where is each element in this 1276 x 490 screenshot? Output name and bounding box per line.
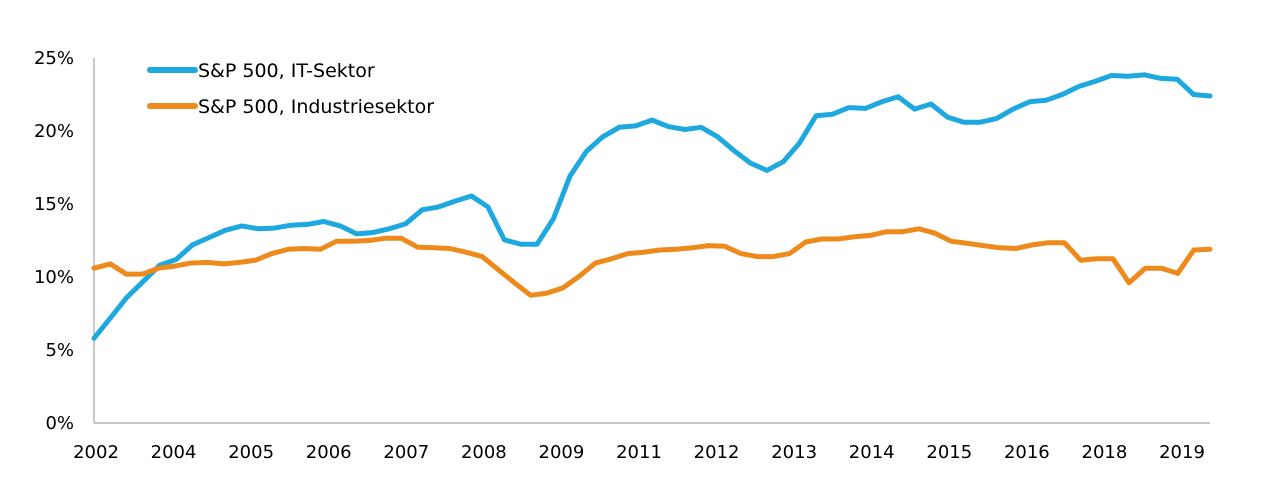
y-tick-label: 20% [34, 121, 74, 142]
legend-label-1: S&P 500, Industriesektor [198, 96, 434, 118]
x-tick-label: 2008 [461, 442, 507, 463]
x-tick-label: 2002 [73, 442, 119, 463]
x-tick-label: 2015 [926, 442, 972, 463]
series-line-1 [91, 226, 1213, 298]
x-tick-label: 2006 [306, 442, 352, 463]
legend-label-0: S&P 500, IT-Sektor [198, 60, 375, 82]
x-tick-label: 2014 [849, 442, 895, 463]
y-tick-label: 0% [45, 413, 74, 434]
x-tick-label: 2019 [1159, 442, 1205, 463]
axes [93, 58, 1210, 424]
series-line-0 [91, 72, 1213, 341]
series-lines [91, 72, 1213, 341]
x-tick-label: 2007 [383, 442, 429, 463]
y-tick-label: 5% [45, 340, 74, 361]
x-tick-label: 2004 [151, 442, 197, 463]
x-tick-label: 2011 [616, 442, 662, 463]
legend: S&P 500, IT-Sektor S&P 500, Industriesekt… [147, 60, 434, 118]
y-tick-label: 10% [34, 267, 74, 288]
x-tick-label: 2018 [1082, 442, 1128, 463]
x-tick-label: 2013 [771, 442, 817, 463]
y-axis-ticks: 0% 5% 10% 15% 20% 25% [34, 48, 74, 434]
x-tick-label: 2012 [694, 442, 740, 463]
x-tick-label: 2009 [539, 442, 585, 463]
y-tick-label: 25% [34, 48, 74, 69]
x-tick-label: 2016 [1004, 442, 1050, 463]
x-axis-ticks: 2002 2004 2005 2006 2007 2008 2009 2011 2012 2013… [73, 442, 1205, 463]
y-tick-label: 15% [34, 194, 74, 215]
x-tick-label: 2005 [228, 442, 274, 463]
